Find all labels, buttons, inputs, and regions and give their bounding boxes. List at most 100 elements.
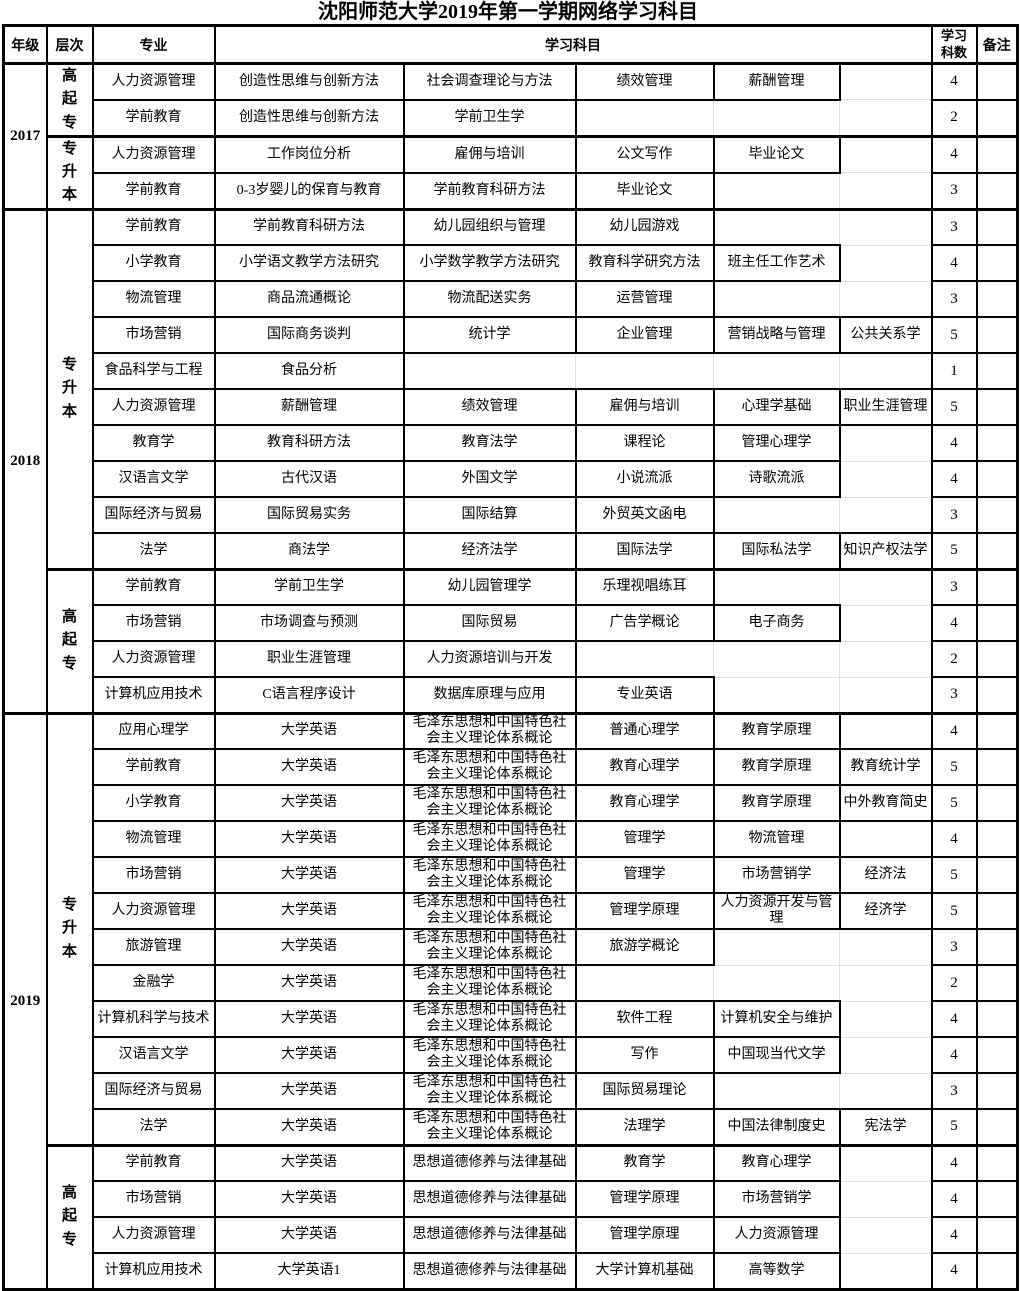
subject-cell: 国际贸易	[402, 604, 577, 642]
course-table: 年级 层次 专业 学习科目 学习 科数 备注 2017 高 起 专人力资源管理 创造…	[2, 24, 1020, 1291]
subject-cell: 大学英语	[213, 711, 405, 750]
subject-cell	[838, 1036, 933, 1074]
subject-cell	[713, 676, 840, 714]
subject-cell	[838, 134, 933, 174]
subject-cell: 毕业论文	[712, 134, 841, 174]
subject-cell: 教育统计学	[838, 748, 933, 786]
subject-cell	[713, 928, 840, 966]
count-cell: 4	[930, 1216, 978, 1254]
subject-cell	[713, 352, 840, 390]
major-cell: 应用心理学	[91, 711, 216, 750]
subject-cell	[838, 496, 933, 534]
subject-cell: 创造性思维与创新方法	[213, 61, 405, 101]
level-cell: 专 升 本	[45, 134, 94, 210]
subject-cell	[713, 567, 840, 606]
subject-cell: 毛泽东思想和中国特色社会主义理论体系概论	[402, 1000, 577, 1038]
subject-cell: 管理学	[574, 856, 715, 894]
note-cell	[975, 964, 1019, 1002]
table-row: 汉语言文学 古代汉语 外国文学 小说流派 诗歌流派 4	[4, 460, 1019, 498]
note-cell	[975, 1252, 1019, 1290]
table-row: 2017 高 起 专人力资源管理 创造性思维与创新方法 社会调查理论与方法 绩效管理 薪酬…	[2, 61, 1019, 210]
subject-cell: 市场调查与预测	[213, 604, 405, 642]
count-cell: 3	[930, 928, 978, 966]
subject-cell: 学前卫生学	[402, 98, 577, 138]
table-row: 学前教育 创造性思维与创新方法 学前卫生学 2	[4, 98, 1019, 138]
note-cell	[975, 1180, 1019, 1218]
subject-cell: 经济学	[838, 892, 933, 930]
subject-cell	[838, 1072, 933, 1110]
subject-cell: 幼儿园管理学	[402, 567, 577, 606]
level-cell: 高 起 专	[45, 62, 94, 138]
subject-cell: 大学英语1	[213, 1252, 405, 1290]
subject-cell	[838, 61, 933, 101]
subject-cell: 毛泽东思想和中国特色社会主义理论体系概论	[402, 1072, 577, 1110]
note-cell	[975, 207, 1019, 246]
subject-cell: 课程论	[574, 424, 715, 462]
subject-cell	[838, 928, 933, 966]
major-cell: 人力资源管理	[91, 61, 216, 101]
table-row: 物流管理 商品流通概论 物流配送实务 运营管理 3	[4, 280, 1019, 318]
subject-cell: 大学英语	[213, 928, 405, 966]
count-cell: 3	[930, 676, 978, 714]
note-cell	[975, 496, 1019, 534]
subject-cell: 薪酬管理	[712, 61, 841, 101]
subject-cell: 教育法学	[402, 424, 577, 462]
subject-cell	[575, 640, 714, 678]
count-cell: 5	[930, 1108, 978, 1146]
count-cell: 4	[930, 1000, 978, 1038]
subject-cell: 知识产权法学	[838, 532, 933, 570]
subject-cell: 物流配送实务	[402, 280, 577, 318]
subject-cell: 运营管理	[574, 280, 715, 318]
subject-cell	[838, 244, 933, 282]
subject-cell: 国际私法学	[712, 532, 841, 570]
note-cell	[975, 244, 1019, 282]
table-row: 人力资源管理 大学英语 毛泽东思想和中国特色社会主义理论体系概论 管理学原理 人力资源开…	[4, 892, 1019, 930]
subject-cell: 软件工程	[574, 1000, 715, 1038]
subject-cell: 大学英语	[213, 1216, 405, 1254]
table-row: 法学 大学英语 毛泽东思想和中国特色社会主义理论体系概论 法理学 中国法律制度史 宪法学 5	[4, 1108, 1019, 1146]
subject-cell: 市场营销学	[712, 1180, 841, 1218]
subject-cell: 思想道德修养与法律基础	[402, 1252, 577, 1290]
subject-cell: 宪法学	[838, 1108, 933, 1146]
subject-cell: 外国文学	[402, 460, 577, 498]
count-cell: 5	[930, 784, 978, 822]
subject-cell: 写作	[574, 1036, 715, 1074]
subject-cell	[838, 424, 933, 462]
subject-cell: 市场营销学	[712, 856, 841, 894]
count-cell: 4	[930, 1180, 978, 1218]
table-row: 市场营销 大学英语 毛泽东思想和中国特色社会主义理论体系概论 管理学 市场营销学 经济法 5	[4, 856, 1019, 894]
note-cell	[975, 567, 1019, 606]
table-row: 金融学 大学英语 毛泽东思想和中国特色社会主义理论体系概论 2	[4, 964, 1019, 1002]
subject-cell: 人力资源培训与开发	[402, 640, 577, 678]
subject-cell: 创造性思维与创新方法	[213, 98, 405, 138]
subject-cell: 教育学原理	[712, 748, 841, 786]
subject-cell: 教育学原理	[712, 711, 841, 750]
subject-cell: 职业生涯管理	[838, 388, 933, 426]
major-cell: 汉语言文学	[91, 1036, 216, 1074]
subject-cell: 小学数学教学方法研究	[402, 244, 577, 282]
subject-cell	[838, 640, 933, 678]
subject-cell: 毛泽东思想和中国特色社会主义理论体系概论	[402, 1036, 577, 1074]
subject-cell: 思想道德修养与法律基础	[402, 1143, 577, 1182]
major-cell: 汉语言文学	[91, 460, 216, 498]
table-body: 2017 高 起 专人力资源管理 创造性思维与创新方法 社会调查理论与方法 绩效管理 薪酬…	[2, 61, 1019, 1290]
major-cell: 法学	[91, 532, 216, 570]
subject-cell: 管理学原理	[574, 892, 715, 930]
subject-cell	[575, 352, 714, 390]
table-row: 2019 专 升 本应用心理学 大学英语 毛泽东思想和中国特色社会主义理论体系概论 普通…	[2, 711, 1019, 1290]
count-cell: 2	[930, 640, 978, 678]
subject-cell: 商法学	[213, 532, 405, 570]
subject-cell	[838, 1252, 933, 1290]
table-row: 人力资源管理 大学英语 思想道德修养与法律基础 管理学原理 人力资源管理 4	[4, 1216, 1019, 1254]
table-row: 学前教育 大学英语 毛泽东思想和中国特色社会主义理论体系概论 教育心理学 教育学原理 教育…	[4, 748, 1019, 786]
subject-cell: 毛泽东思想和中国特色社会主义理论体系概论	[402, 1108, 577, 1146]
major-cell: 学前教育	[91, 98, 216, 138]
subject-cell: C语言程序设计	[213, 676, 405, 714]
subject-cell: 教育心理学	[574, 784, 715, 822]
table-row: 市场营销 市场调查与预测 国际贸易 广告学概论 电子商务 4	[4, 604, 1019, 642]
subject-cell: 0-3岁婴儿的保育与教育	[213, 171, 405, 211]
subject-cell: 大学英语	[213, 892, 405, 930]
subject-cell: 教育心理学	[712, 1143, 841, 1182]
subject-cell	[713, 99, 840, 137]
year-cell: 2017	[2, 62, 48, 210]
